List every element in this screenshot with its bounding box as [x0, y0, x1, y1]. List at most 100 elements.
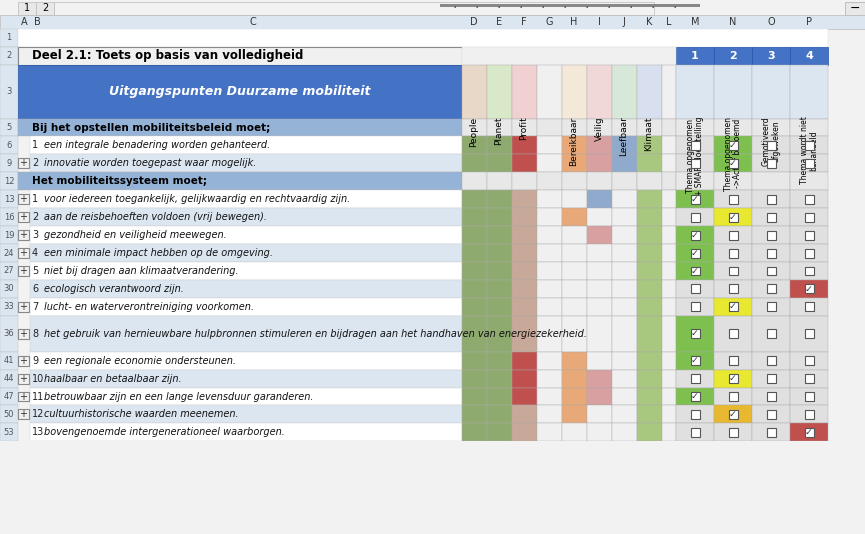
Bar [766, 213, 776, 222]
Text: ✓: ✓ [729, 410, 737, 419]
Text: +: + [20, 356, 28, 366]
Bar [752, 352, 790, 370]
Text: −: − [849, 2, 861, 15]
Bar [30, 208, 462, 226]
Text: J: J [623, 17, 625, 27]
Bar [587, 316, 612, 352]
Text: aan de reisbehoeften voldoen (vrij bewegen).: aan de reisbehoeften voldoen (vrij beweg… [44, 212, 267, 222]
Bar [562, 316, 587, 352]
Text: ✓: ✓ [729, 159, 737, 168]
Bar [637, 405, 662, 423]
Text: ✓: ✓ [729, 141, 737, 150]
Bar [752, 280, 790, 298]
Bar [676, 280, 714, 298]
Text: 30: 30 [3, 285, 15, 293]
Bar [752, 262, 790, 280]
Bar [18, 248, 29, 258]
Bar [587, 370, 612, 388]
Bar [0, 423, 18, 441]
Bar [662, 316, 676, 352]
Bar [487, 137, 512, 154]
Text: Leefbaar: Leefbaar [619, 116, 629, 156]
Bar [676, 423, 714, 441]
Bar [0, 262, 18, 280]
Bar [462, 352, 487, 370]
Bar [714, 298, 752, 316]
Text: +: + [20, 194, 28, 205]
Bar [790, 316, 828, 352]
Bar [637, 280, 662, 298]
Text: ✓: ✓ [691, 195, 699, 204]
Bar [728, 374, 738, 383]
Bar [714, 190, 752, 208]
Bar [487, 119, 512, 137]
Bar [676, 388, 714, 405]
Bar [766, 410, 776, 419]
Bar [30, 137, 462, 154]
Bar [690, 195, 700, 204]
Bar [18, 29, 828, 47]
Bar [766, 428, 776, 437]
Text: ·: · [673, 2, 677, 15]
Bar [690, 159, 700, 168]
Text: 1: 1 [24, 3, 30, 13]
Text: 6: 6 [6, 141, 12, 150]
Bar [676, 405, 714, 423]
Bar [804, 285, 813, 293]
Text: lucht- en waterverontreiniging voorkomen.: lucht- en waterverontreiniging voorkomen… [44, 302, 254, 312]
Bar [30, 226, 462, 244]
Bar [662, 423, 676, 441]
Text: 3: 3 [767, 51, 775, 61]
Bar [804, 329, 813, 338]
Bar [790, 405, 828, 423]
Text: Deel 2.1: Toets op basis van volledigheid: Deel 2.1: Toets op basis van volledighei… [32, 49, 304, 62]
Bar [562, 280, 587, 298]
Bar [766, 159, 776, 168]
Bar [766, 302, 776, 311]
Bar [612, 352, 637, 370]
Bar [690, 302, 700, 311]
Bar [766, 329, 776, 338]
Bar [30, 423, 462, 441]
Bar [662, 119, 676, 137]
Text: 9: 9 [6, 159, 11, 168]
Text: 2: 2 [729, 51, 737, 61]
Text: ·: · [607, 2, 612, 15]
Bar [637, 370, 662, 388]
Text: 19: 19 [3, 231, 14, 240]
Bar [766, 374, 776, 383]
Bar [0, 47, 18, 65]
Text: 1: 1 [32, 194, 38, 205]
Text: N: N [729, 17, 737, 27]
Bar [562, 423, 587, 441]
Bar [487, 352, 512, 370]
Text: ·: · [541, 2, 545, 15]
Bar [714, 388, 752, 405]
Bar [562, 172, 587, 190]
Text: Thema opgenomen
+ SMARTdoelstelling: Thema opgenomen + SMARTdoelstelling [686, 116, 704, 196]
Bar [487, 298, 512, 316]
Text: ✓: ✓ [805, 428, 813, 437]
Bar [676, 119, 714, 137]
Text: een integrale benadering worden gehanteerd.: een integrale benadering worden gehantee… [44, 140, 270, 151]
Bar [54, 2, 654, 15]
Bar [804, 213, 813, 222]
Bar [30, 370, 462, 388]
Bar [462, 423, 487, 441]
Bar [714, 47, 752, 65]
Bar [728, 266, 738, 276]
Bar [18, 329, 29, 339]
Bar [637, 208, 662, 226]
Bar [537, 65, 562, 119]
Text: +: + [20, 230, 28, 240]
Bar [537, 119, 562, 137]
Text: 3: 3 [6, 87, 12, 96]
Bar [714, 172, 752, 190]
Text: People: People [470, 116, 478, 147]
Bar [512, 280, 537, 298]
Bar [637, 298, 662, 316]
Text: 2: 2 [6, 51, 11, 60]
Bar [0, 352, 18, 370]
Bar [562, 65, 587, 119]
Bar [30, 280, 462, 298]
